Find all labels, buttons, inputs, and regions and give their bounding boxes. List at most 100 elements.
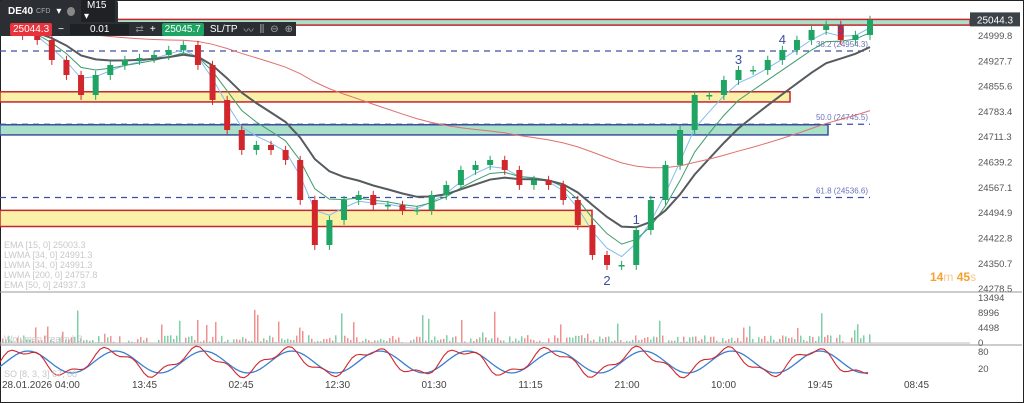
candle-body bbox=[852, 35, 859, 40]
volume-bar bbox=[632, 339, 634, 343]
refresh-icon[interactable]: ⇄ bbox=[135, 23, 144, 35]
volume-bar bbox=[161, 324, 163, 343]
increase-volume-button[interactable]: + bbox=[149, 23, 156, 35]
info-icon[interactable] bbox=[67, 6, 76, 16]
volume-bar bbox=[806, 341, 808, 343]
volume-bar bbox=[233, 339, 235, 343]
countdown-minutes: 14 bbox=[930, 270, 944, 284]
volume-bar bbox=[461, 320, 463, 343]
volume-bar bbox=[254, 309, 256, 343]
indicators-icon[interactable]: ⫼ bbox=[259, 23, 265, 35]
legend-item[interactable]: EMA [50, 0] 24937.3 bbox=[4, 280, 86, 290]
volume-bar bbox=[17, 337, 19, 343]
so-legend[interactable]: SO [8, 3, 3] 67, 68 bbox=[4, 369, 78, 379]
volume-bar bbox=[41, 340, 43, 343]
volume-bar bbox=[743, 327, 745, 343]
price-tick: 24567.1 bbox=[978, 183, 1012, 194]
volume-bar bbox=[566, 337, 568, 343]
candle-body bbox=[267, 145, 274, 151]
volume-bar bbox=[587, 333, 589, 343]
volume-bar bbox=[440, 339, 442, 343]
volume-input[interactable]: 0.01 bbox=[70, 23, 130, 35]
candle-body bbox=[34, 35, 41, 40]
volume-bar bbox=[86, 339, 88, 343]
volume-bar bbox=[656, 337, 658, 343]
volume-bar bbox=[512, 341, 514, 343]
volume-bar bbox=[533, 340, 535, 343]
volume-bar bbox=[530, 339, 532, 343]
volume-bar bbox=[383, 340, 385, 343]
legend-item[interactable]: EMA [15, 0] 25003.3 bbox=[4, 240, 86, 250]
decrease-volume-button[interactable]: − bbox=[58, 23, 64, 35]
time-tick: 11:15 bbox=[518, 380, 543, 391]
volume-bar bbox=[221, 335, 223, 343]
volume-bar bbox=[746, 337, 748, 343]
buy-button[interactable]: 25045.7 bbox=[161, 22, 204, 36]
line-chart-icon[interactable]: 〰 bbox=[243, 25, 254, 37]
sltp-button[interactable]: SL/TP bbox=[209, 23, 238, 35]
volume-bar bbox=[275, 341, 277, 343]
volume-bar bbox=[452, 337, 454, 343]
volume-bar bbox=[851, 337, 853, 343]
legend-item[interactable]: LWMA [200, 0] 24757.8 bbox=[4, 270, 98, 280]
volume-bar bbox=[581, 335, 583, 343]
volume-bar bbox=[662, 335, 664, 343]
volume-bar bbox=[287, 338, 289, 343]
volume-bar bbox=[620, 340, 622, 343]
volume-legend[interactable]: Wolumen (realny) 3 bbox=[4, 334, 83, 344]
wave-label: 5 bbox=[837, 22, 844, 37]
volume-bar bbox=[827, 335, 829, 343]
so-main-line bbox=[0, 345, 869, 379]
volume-bar bbox=[74, 336, 76, 343]
volume-bar bbox=[272, 337, 274, 343]
volume-bar bbox=[554, 335, 556, 343]
volume-bar bbox=[716, 340, 718, 343]
candle-body bbox=[545, 179, 552, 185]
zoom-out-icon[interactable]: ⊖ bbox=[270, 23, 279, 35]
volume-bar bbox=[857, 324, 859, 343]
volume-bar bbox=[308, 335, 310, 343]
volume-bar bbox=[326, 339, 328, 343]
legend-item[interactable]: LWMA [34, 0] 24991.3 bbox=[4, 260, 93, 270]
moving-average-line bbox=[7, 28, 871, 229]
time-tick: 12:30 bbox=[325, 380, 350, 391]
volume-bar bbox=[479, 337, 481, 343]
volume-bar bbox=[635, 335, 637, 343]
volume-bar bbox=[236, 339, 238, 343]
price-tick: 24350.7 bbox=[978, 259, 1012, 270]
volume-bar bbox=[629, 341, 631, 343]
symbol-dropdown-icon[interactable]: ▾ bbox=[56, 5, 62, 17]
volume-bar bbox=[434, 336, 436, 343]
volume-bar bbox=[269, 335, 271, 343]
volume-bar bbox=[335, 335, 337, 343]
candle-body bbox=[443, 185, 450, 195]
volume-bar bbox=[392, 336, 394, 343]
volume-bar bbox=[791, 337, 793, 343]
volume-bar bbox=[527, 335, 529, 343]
volume-bar bbox=[104, 333, 106, 343]
candle-body bbox=[297, 160, 304, 201]
volume-bar bbox=[26, 339, 28, 343]
volume-bar bbox=[575, 335, 577, 343]
volume-bar bbox=[494, 311, 496, 343]
symbol-name[interactable]: DE40 bbox=[8, 5, 34, 17]
volume-bar bbox=[248, 341, 250, 343]
volume-bar bbox=[449, 341, 451, 343]
legend-item[interactable]: LWMA [34, 0] 24991.3 bbox=[4, 250, 93, 260]
volume-bar bbox=[98, 336, 100, 343]
volume-bar bbox=[200, 341, 202, 343]
volume-bar bbox=[491, 338, 493, 343]
volume-bar bbox=[560, 324, 562, 343]
volume-bar bbox=[242, 337, 244, 343]
so-tick: 80 bbox=[978, 347, 989, 358]
time-tick: 13:45 bbox=[132, 380, 157, 391]
price-tick: 24855.6 bbox=[978, 82, 1012, 93]
candle-body bbox=[779, 49, 786, 60]
volume-bar bbox=[344, 335, 346, 343]
timeframe-select[interactable]: M15 ▾ bbox=[81, 0, 115, 23]
candle-body bbox=[560, 185, 567, 201]
sell-button[interactable]: 25044.3 bbox=[10, 22, 53, 36]
candle-body bbox=[63, 59, 70, 75]
zoom-in-icon[interactable]: ⊕ bbox=[284, 23, 293, 35]
